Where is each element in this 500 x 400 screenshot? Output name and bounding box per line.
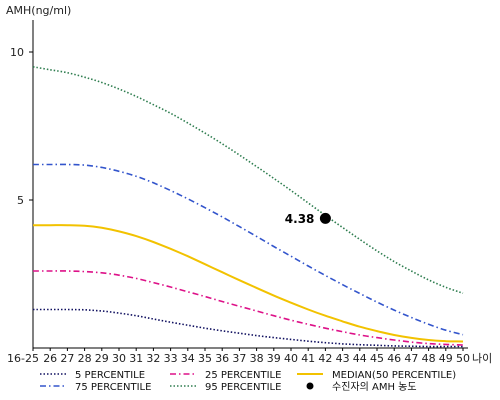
- x-tick-label: 46: [387, 352, 401, 365]
- legend: 5 PERCENTILE 25 PERCENTILE MEDIAN(50 PERCE…: [40, 370, 456, 393]
- x-tick-label: 40: [284, 352, 298, 365]
- series-line-25-percentile: [32, 270, 464, 346]
- x-tick-label: 32: [146, 352, 160, 365]
- x-tick-label: 33: [164, 352, 178, 365]
- x-tick-label: 36: [215, 352, 229, 365]
- legend-label: 25 PERCENTILE: [205, 370, 281, 381]
- plot-area: 5 10 16-25 26 27 28 29 30 31 32 33 34 35 36 37 38 39 40 41…: [7, 20, 470, 365]
- legend-label: MEDIAN(50 PERCENTILE): [332, 370, 456, 381]
- x-tick-label: 41: [301, 352, 315, 365]
- x-tick-label: 48: [422, 352, 436, 365]
- x-tick-label: 45: [370, 352, 384, 365]
- legend-item: 25 PERCENTILE: [170, 370, 281, 381]
- y-tick-label: 10: [10, 46, 24, 59]
- x-tick-label: 42: [318, 352, 332, 365]
- legend-item: 5 PERCENTILE: [40, 370, 145, 381]
- x-tick-label: 44: [353, 352, 367, 365]
- x-tick-label: 28: [78, 352, 92, 365]
- patient-amh-marker: [319, 212, 331, 224]
- legend-item: 75 PERCENTILE: [40, 382, 151, 393]
- x-tick-label: 16-25: [7, 352, 39, 365]
- x-tick-label: 38: [250, 352, 264, 365]
- x-tick-label: 43: [336, 352, 350, 365]
- x-tick-label: 35: [198, 352, 212, 365]
- x-tick-label: 27: [60, 352, 74, 365]
- legend-item: MEDIAN(50 PERCENTILE): [297, 370, 456, 381]
- x-tick-label: 30: [112, 352, 126, 365]
- x-tick-label: 49: [439, 352, 453, 365]
- x-tick-label: 47: [404, 352, 418, 365]
- x-axis-title: 나이: [472, 352, 492, 365]
- legend-label: 수진자의 AMH 농도: [332, 381, 417, 393]
- patient-amh-value-label: 4.38: [285, 212, 315, 226]
- x-tick-label: 26: [43, 352, 57, 365]
- series-line-median-50-percentile: [33, 224, 464, 343]
- legend-marker-swatch: [306, 382, 314, 390]
- series-line-95-percentile: [32, 66, 464, 294]
- legend-label: 75 PERCENTILE: [75, 382, 151, 393]
- x-tick-label: 37: [232, 352, 246, 365]
- series-line-75-percentile: [33, 163, 464, 336]
- y-axis-title: AMH(ng/ml): [6, 4, 71, 17]
- x-tick-label: 31: [129, 352, 143, 365]
- x-tick-label: 34: [181, 352, 195, 365]
- legend-label: 95 PERCENTILE: [205, 382, 281, 393]
- x-tick-label: 39: [267, 352, 281, 365]
- x-tick-label: 29: [95, 352, 109, 365]
- y-tick-label: 5: [17, 194, 24, 207]
- legend-item: 95 PERCENTILE: [170, 382, 281, 393]
- series-line-5-percentile: [33, 308, 463, 348]
- x-tick-label: 50: [456, 352, 470, 365]
- legend-item: 수진자의 AMH 농도: [306, 381, 417, 393]
- legend-label: 5 PERCENTILE: [75, 370, 145, 381]
